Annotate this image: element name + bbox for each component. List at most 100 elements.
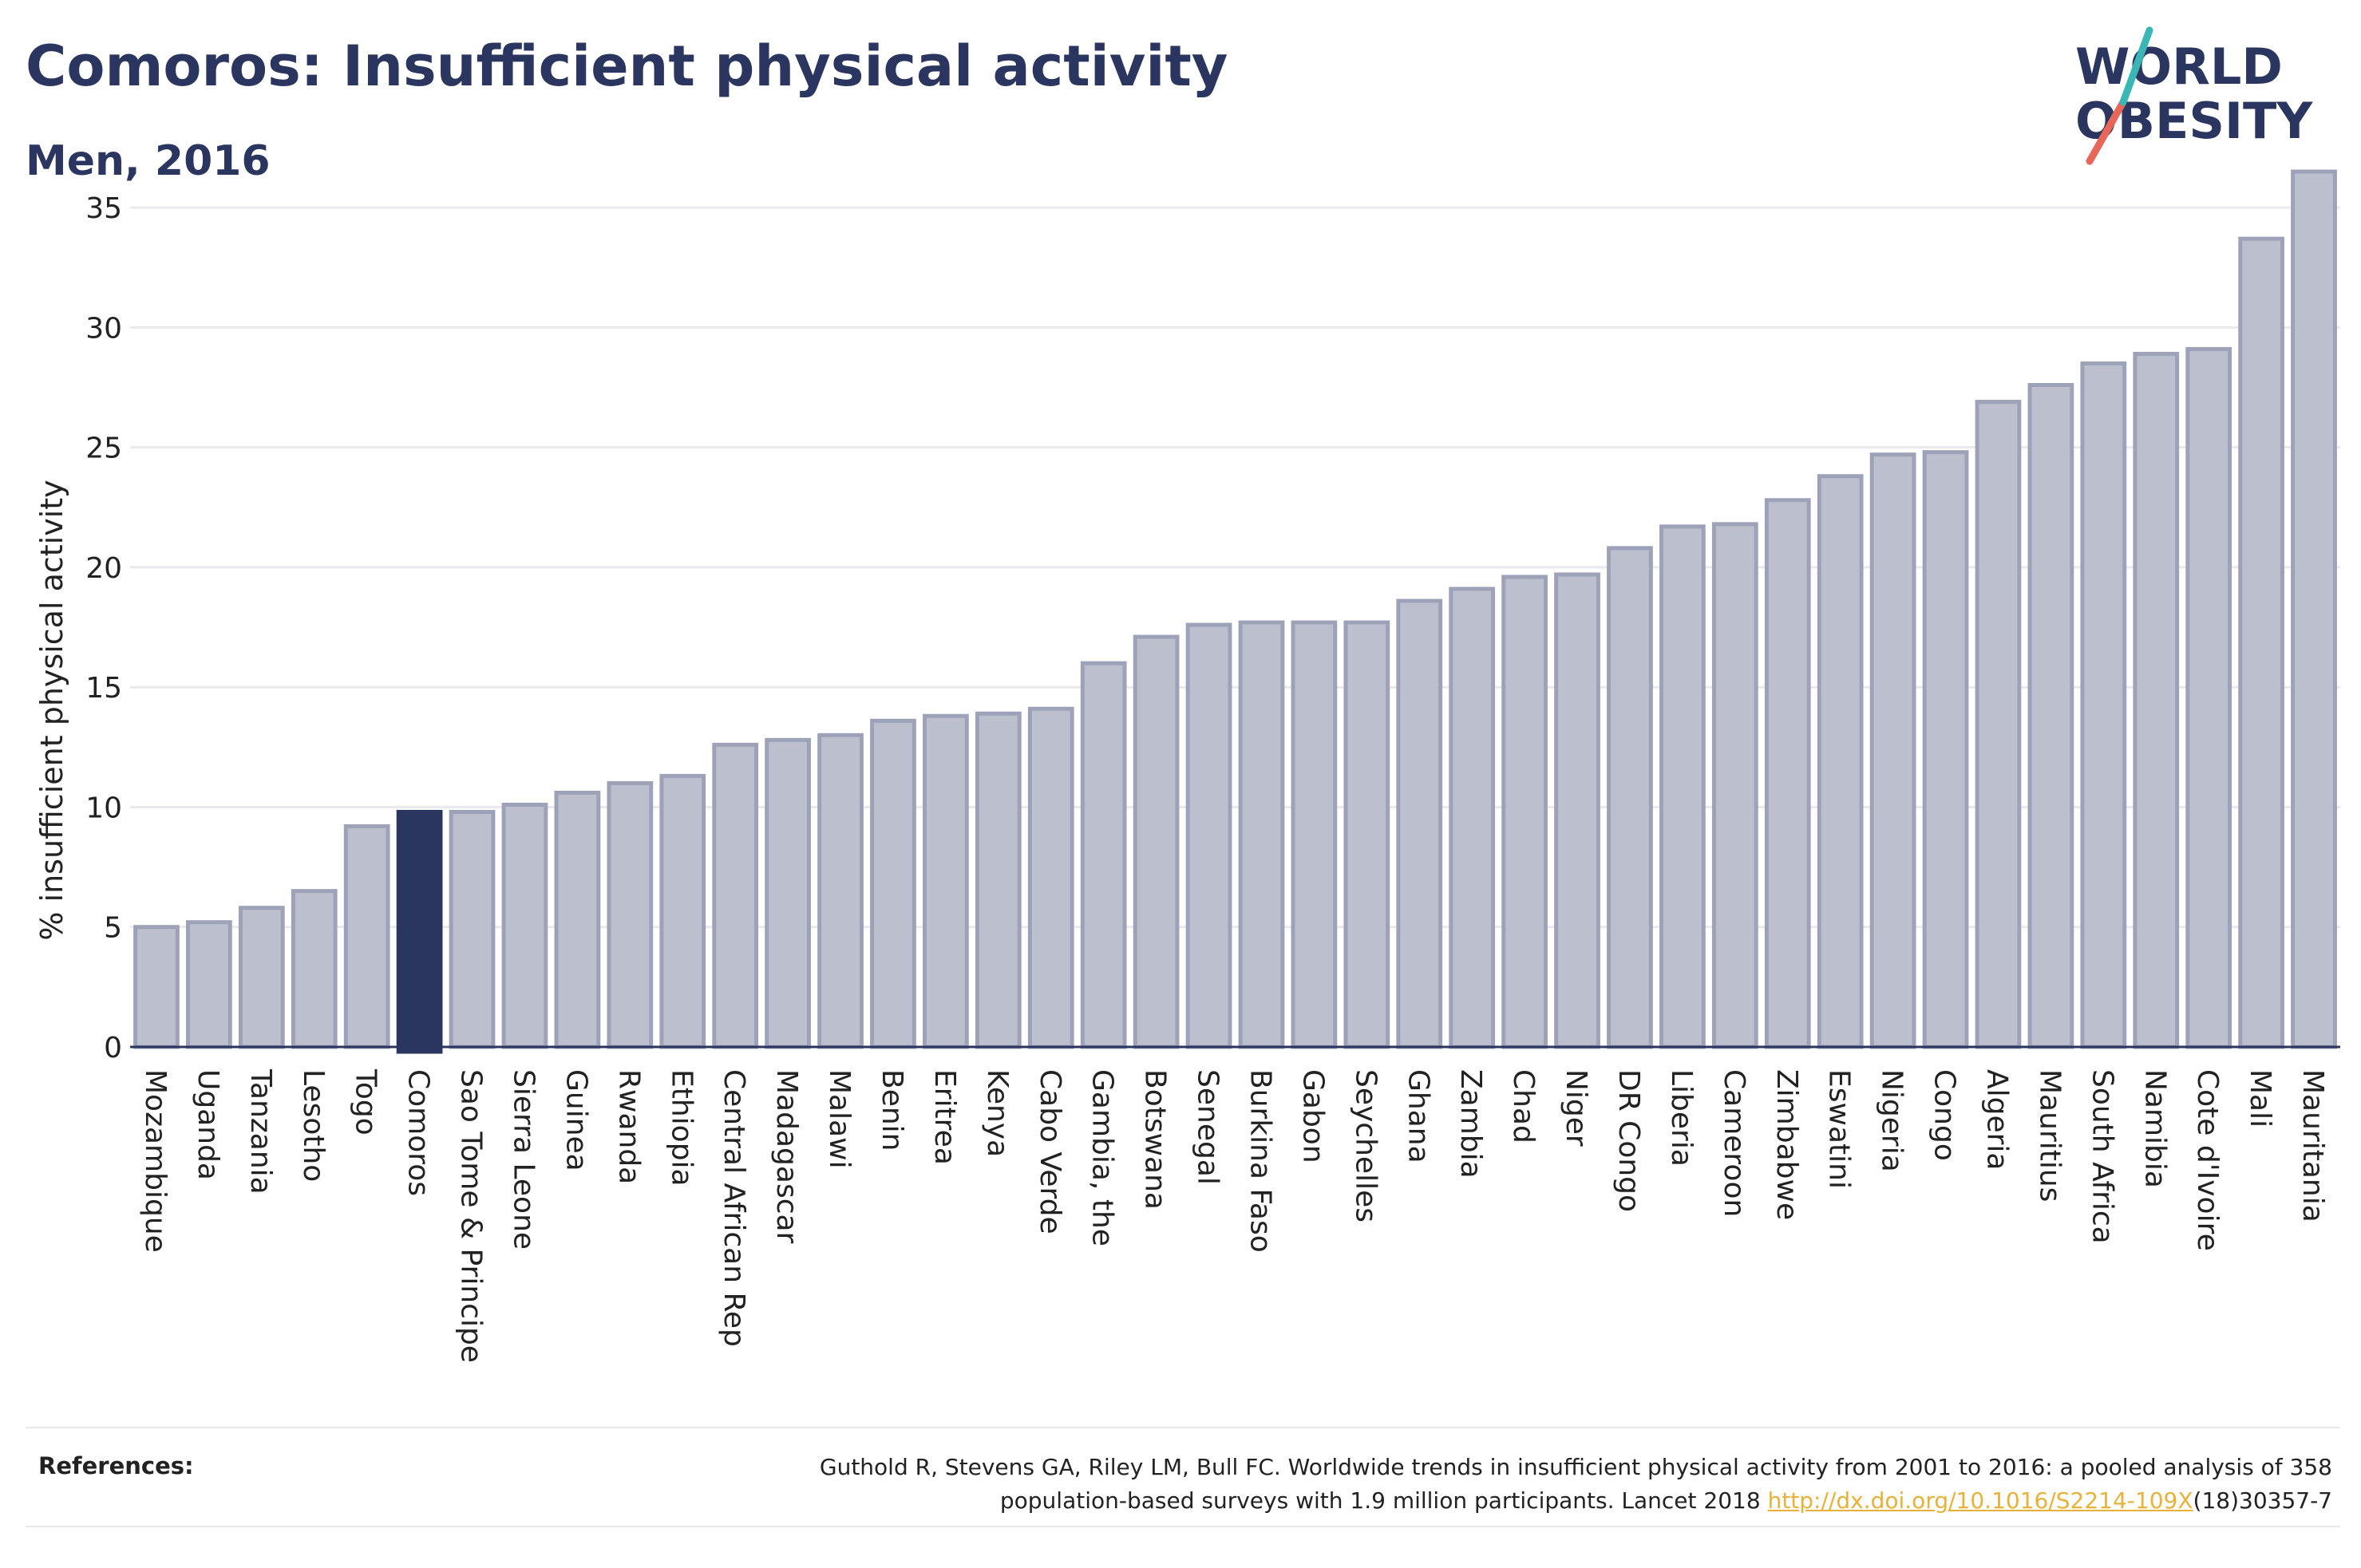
x-tick-label: Eritrea — [928, 1069, 961, 1165]
x-tick-label: Benin — [876, 1069, 908, 1151]
x-tick-label: Cote d'Ivoire — [2191, 1069, 2224, 1251]
bar-sierra-leone — [501, 802, 548, 1049]
bar-rwanda — [607, 780, 654, 1049]
reference-line-1: Guthold R, Stevens GA, Riley LM, Bull FC… — [819, 1454, 2332, 1480]
bar-senegal — [1185, 622, 1232, 1049]
x-tick-label: Tanzania — [244, 1068, 277, 1195]
x-tick-label: Congo — [1928, 1069, 1961, 1161]
y-tick-label: 0 — [104, 1032, 122, 1064]
x-tick-label: Eswatini — [1823, 1069, 1856, 1189]
y-tick-label: 10 — [85, 792, 122, 824]
x-tick-label: Mauritius — [2033, 1069, 2066, 1202]
bar-comoros — [396, 809, 443, 1054]
x-tick-label: Cabo Verde — [1034, 1069, 1066, 1234]
x-tick-label: Cameroon — [1718, 1069, 1750, 1217]
logo-slash-red — [2086, 98, 2127, 165]
bar-chart: 0 5 10 15 20 25 30 35 Mozambique Uganda Tanzania L… — [34, 169, 2340, 1363]
bar-namibia — [2133, 351, 2180, 1049]
bar-mozambique — [133, 925, 180, 1049]
reference-line-2-text: population-based surveys with 1.9 millio… — [999, 1487, 1768, 1514]
bar-congo — [1922, 450, 1969, 1049]
bar-liberia — [1659, 524, 1706, 1049]
references-label: References: — [38, 1452, 194, 1479]
bar-botswana — [1133, 634, 1180, 1049]
bar-eswatini — [1817, 474, 1864, 1049]
x-tick-label: Chad — [1507, 1069, 1540, 1143]
y-tick-label: 15 — [85, 672, 122, 705]
y-tick-label: 30 — [85, 312, 122, 345]
x-tick-label: Comoros — [402, 1069, 435, 1196]
bar-lesotho — [291, 889, 338, 1049]
x-tick-labels: Mozambique Uganda Tanzania Lesotho Togo Comor… — [139, 1068, 2329, 1363]
x-tick-label: Zambia — [1454, 1069, 1487, 1179]
bar-algeria — [1975, 400, 2022, 1049]
x-tick-label: Mauritania — [2296, 1069, 2329, 1222]
x-tick-label: Togo — [350, 1068, 382, 1136]
x-tick-label: Liberia — [1665, 1069, 1698, 1167]
bar-niger — [1554, 572, 1600, 1049]
x-tick-label: Zimbabwe — [1770, 1069, 1803, 1220]
reference-line-2: population-based surveys with 1.9 millio… — [820, 1484, 2332, 1518]
x-tick-label: Sao Tome & Principe — [455, 1069, 488, 1363]
x-tick-label: Ghana — [1402, 1069, 1434, 1163]
chart-title: Comoros: Insufficient physical activity — [26, 34, 1228, 99]
reference-line-2-suffix: (18)30357-7 — [2193, 1487, 2332, 1514]
references-panel: References: Guthold R, Stevens GA, Riley… — [26, 1427, 2340, 1527]
y-tick-label: 25 — [85, 432, 122, 465]
world-obesity-logo: WORLD OBESITY — [2075, 26, 2313, 165]
x-tick-label: Niger — [1560, 1069, 1592, 1147]
bar-nigeria — [1869, 452, 1916, 1049]
x-tick-label: Senegal — [1192, 1069, 1224, 1185]
x-tick-label: Burkina Faso — [1244, 1069, 1276, 1253]
y-axis-label: % insufficient physical activity — [34, 480, 69, 940]
x-tick-label: DR Congo — [1612, 1069, 1645, 1212]
x-tick-label: Gabon — [1296, 1069, 1329, 1163]
x-tick-label: Uganda — [192, 1069, 224, 1180]
logo-line1: WORLD — [2075, 38, 2283, 96]
x-tick-label: Sierra Leone — [507, 1069, 540, 1250]
x-tick-label: Mali — [2244, 1069, 2276, 1128]
bar-ghana — [1396, 598, 1443, 1049]
bar-ethiopia — [659, 773, 706, 1049]
bar-dr-congo — [1607, 546, 1653, 1049]
x-tick-label: Madagascar — [770, 1069, 803, 1244]
bar-uganda — [186, 920, 232, 1049]
bar-zimbabwe — [1764, 498, 1811, 1049]
bar-benin — [870, 718, 916, 1049]
x-tick-label: Ethiopia — [665, 1069, 698, 1187]
bar-tanzania — [238, 906, 285, 1049]
x-tick-label: Seychelles — [1349, 1069, 1382, 1222]
gridlines — [130, 206, 2340, 929]
x-tick-label: Central African Rep — [718, 1069, 750, 1347]
bar-mauritius — [2027, 383, 2074, 1049]
bar-chad — [1501, 575, 1548, 1049]
bar-mauritania — [2291, 169, 2337, 1049]
x-tick-label: Gambia, the — [1086, 1069, 1119, 1246]
bar-eritrea — [923, 713, 969, 1049]
bar-cabo-verde — [1027, 706, 1074, 1049]
bar-kenya — [975, 711, 1022, 1049]
bar-cote-d-ivoire — [2185, 346, 2232, 1049]
doi-link[interactable]: http://dx.doi.org/10.1016/S2214-109X — [1767, 1487, 2193, 1514]
bar-south-africa — [2080, 361, 2127, 1049]
x-tick-label: Malawi — [823, 1069, 856, 1169]
bar-malawi — [817, 733, 864, 1049]
bar-burkina-faso — [1238, 620, 1285, 1049]
bar-gabon — [1291, 620, 1338, 1049]
bar-guinea — [554, 790, 601, 1049]
x-tick-label: South Africa — [2086, 1069, 2118, 1244]
x-tick-label: Mozambique — [139, 1069, 172, 1253]
bar-seychelles — [1343, 620, 1390, 1049]
bar-gambia-the — [1080, 661, 1127, 1049]
logo-slash-teal — [2119, 26, 2153, 106]
references-text: Guthold R, Stevens GA, Riley LM, Bull FC… — [820, 1451, 2332, 1518]
x-tick-label: Namibia — [2138, 1069, 2171, 1188]
x-tick-label: Lesotho — [297, 1069, 330, 1182]
chart-subtitle: Men, 2016 — [26, 137, 271, 185]
x-tick-label: Guinea — [560, 1069, 592, 1171]
bar-sao-tome-principe — [449, 809, 496, 1049]
y-tick-label: 35 — [85, 192, 122, 225]
bar-madagascar — [765, 737, 811, 1049]
y-tick-labels: 0 5 10 15 20 25 30 35 — [85, 192, 122, 1064]
x-tick-label: Algeria — [1980, 1069, 2013, 1171]
